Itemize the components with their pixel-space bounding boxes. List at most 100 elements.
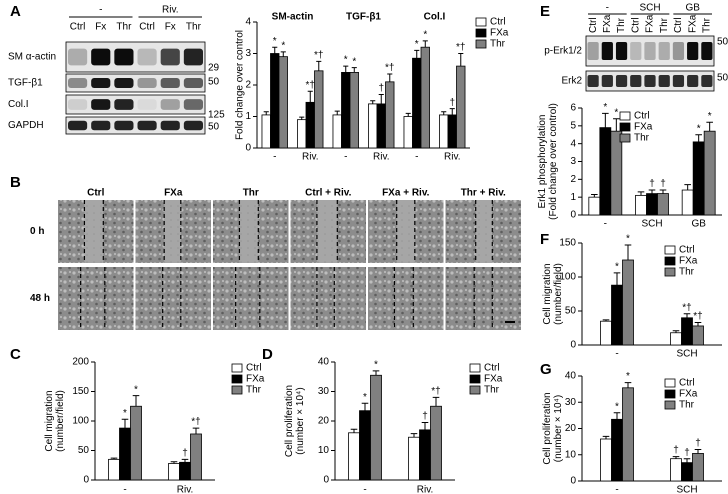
error-bar xyxy=(334,110,340,115)
bar xyxy=(179,461,191,481)
y-tick-label: 1 xyxy=(245,111,251,122)
bar xyxy=(368,103,378,149)
legend-swatch xyxy=(231,374,243,384)
mw-marker: 50 xyxy=(208,77,220,88)
legend-swatch xyxy=(664,400,676,410)
legend-label: FXa xyxy=(484,374,503,385)
y-tick-label: 3 xyxy=(245,48,251,59)
legend-swatch xyxy=(469,374,481,384)
x-tick-label: - xyxy=(615,485,618,494)
y-tick-label: 2 xyxy=(245,80,251,91)
error-bar xyxy=(613,118,620,132)
legend-label: Ctrl xyxy=(490,17,506,28)
significance-marker: * xyxy=(415,39,419,50)
group-title: SM-actin xyxy=(272,12,314,23)
error-bar xyxy=(414,49,420,59)
group-title: Col.I xyxy=(424,12,446,23)
significance-marker: *† xyxy=(306,80,315,91)
significance-marker: * xyxy=(273,36,277,47)
bar xyxy=(270,53,280,149)
significance-marker: * xyxy=(344,55,348,66)
y-tick-label: 50 xyxy=(78,445,90,456)
mw-marker: 50 xyxy=(208,122,220,133)
row-label: TGF-β1 xyxy=(8,78,43,89)
bar xyxy=(305,101,315,149)
bar xyxy=(600,438,612,482)
significance-marker: *† xyxy=(431,386,440,397)
bar xyxy=(610,130,623,216)
significance-marker: *† xyxy=(693,311,702,322)
error-bar xyxy=(316,60,322,71)
x-tick-label: SCH xyxy=(676,349,697,360)
blot-band xyxy=(630,75,642,87)
bar xyxy=(376,103,386,149)
legend-swatch xyxy=(469,363,481,373)
significance-marker: * xyxy=(363,392,367,403)
y-tick-label: 200 xyxy=(72,357,89,368)
bar xyxy=(348,432,360,481)
row-label: Col.I xyxy=(8,99,29,110)
bar xyxy=(430,405,442,481)
blot-band xyxy=(587,42,599,60)
column-label: FXa + Riv. xyxy=(382,188,430,199)
y-tick-label: 50 xyxy=(565,306,577,317)
blot-band xyxy=(160,77,180,89)
bar xyxy=(635,194,647,216)
bar xyxy=(447,114,457,149)
x-tick-label: Riv. xyxy=(373,152,389,163)
error-bar xyxy=(602,319,610,322)
blot-band xyxy=(137,99,157,110)
y-tick-label: 0 xyxy=(570,340,576,351)
bar xyxy=(190,433,202,481)
blot-band xyxy=(160,99,180,110)
significance-marker: † xyxy=(422,411,428,422)
significance-marker: † xyxy=(378,83,384,94)
legend-swatch xyxy=(231,385,243,395)
blot-band xyxy=(601,42,613,60)
bar xyxy=(703,130,716,216)
error-bar xyxy=(672,330,680,333)
micrograph xyxy=(58,267,134,330)
bar xyxy=(332,114,342,149)
bar xyxy=(670,332,682,346)
bar xyxy=(349,72,359,149)
y-tick-label: 5 xyxy=(570,120,576,131)
error-bar xyxy=(602,112,609,128)
y-axis-label: (number/field) xyxy=(553,263,564,325)
y-tick-label: 40 xyxy=(318,357,330,368)
error-bar xyxy=(307,90,313,103)
error-bar xyxy=(449,108,455,115)
panel-label: B xyxy=(10,174,21,191)
lane-label: Thr xyxy=(116,22,132,33)
significance-marker: * xyxy=(626,234,630,245)
legend-swatch xyxy=(619,111,631,121)
x-tick-label: - xyxy=(604,219,607,230)
error-bar xyxy=(410,433,418,438)
error-bar xyxy=(637,191,645,196)
y-tick-label: 30 xyxy=(318,386,330,397)
bar xyxy=(692,453,704,482)
error-bar xyxy=(132,395,140,407)
blot-band xyxy=(687,42,699,60)
row-label: Erk2 xyxy=(561,76,582,87)
error-bar xyxy=(263,111,269,115)
bar xyxy=(657,193,669,216)
row-label: p-Erk1/2 xyxy=(544,46,582,57)
bar xyxy=(600,320,612,346)
lane-label: Ctrl xyxy=(139,22,155,33)
blot-band xyxy=(91,120,111,131)
lane-label: Thr xyxy=(659,17,670,33)
error-bar xyxy=(343,65,349,73)
bar xyxy=(622,259,634,346)
row-label: 0 h xyxy=(30,226,44,237)
y-axis-label: Cell migration xyxy=(542,263,553,324)
legend-swatch xyxy=(664,245,676,255)
significance-marker: * xyxy=(614,107,618,118)
y-tick-label: 0 xyxy=(323,475,329,486)
group-label: GB xyxy=(685,3,700,14)
significance-marker: * xyxy=(134,384,138,395)
bar xyxy=(692,141,705,216)
lane-label: FXa xyxy=(645,14,656,33)
x-tick-label: - xyxy=(415,152,418,163)
column-label: Thr xyxy=(243,188,259,199)
